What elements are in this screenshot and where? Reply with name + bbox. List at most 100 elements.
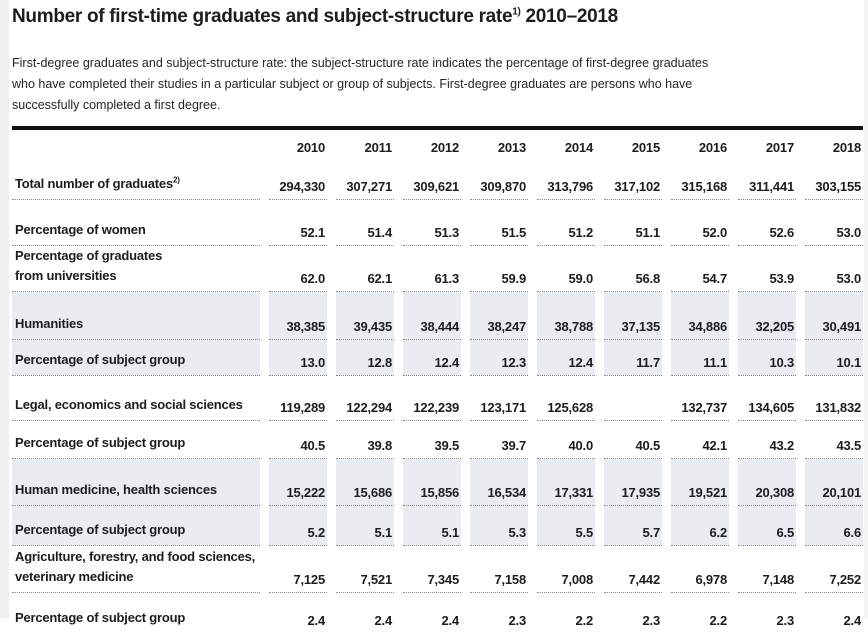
value-cell: 5.1 bbox=[403, 506, 461, 546]
value-cell: 34,886 bbox=[671, 292, 729, 340]
value-cell: 12.4 bbox=[537, 340, 595, 376]
year-column-header: 2015 bbox=[631, 140, 660, 155]
value-cell: 12.4 bbox=[403, 340, 461, 376]
value-cell: 7,521 bbox=[336, 546, 394, 593]
value-cell: 17,935 bbox=[604, 459, 662, 506]
value-cell: 303,155 bbox=[805, 160, 863, 200]
value-cell: 307,271 bbox=[336, 160, 394, 200]
value-cell: 11.1 bbox=[671, 340, 729, 376]
value-cell: 59.9 bbox=[470, 246, 528, 292]
value-cell: 40.5 bbox=[604, 421, 662, 459]
value-cell: 13.0 bbox=[269, 340, 327, 376]
row-footnote-marker: 2) bbox=[173, 175, 180, 185]
value-cell: 122,239 bbox=[403, 376, 461, 421]
table-row: Percentage of subject group 40.5 39.8 39.5 3… bbox=[12, 421, 863, 459]
value-cell: 7,252 bbox=[805, 546, 863, 593]
year-column-header: 2014 bbox=[564, 140, 593, 155]
year-column-header: 2018 bbox=[832, 140, 861, 155]
description-line: First-degree graduates and subject-struc… bbox=[12, 56, 709, 70]
value-cell: 52.1 bbox=[269, 200, 327, 246]
row-label: Percentage of women bbox=[12, 200, 260, 246]
value-cell: 53.9 bbox=[738, 246, 796, 292]
value-cell: 6.2 bbox=[671, 506, 729, 546]
description-line: who have completed their studies in a pa… bbox=[12, 77, 693, 91]
value-cell: 16,534 bbox=[470, 459, 528, 506]
value-cell: 15,856 bbox=[403, 459, 461, 506]
value-cell: 59.0 bbox=[537, 246, 595, 292]
page-title-years: 2010–2018 bbox=[520, 6, 619, 27]
value-cell: 15,686 bbox=[336, 459, 394, 506]
page-title-text: Number of first-time graduates and subje… bbox=[12, 6, 513, 27]
value-cell: 54.7 bbox=[671, 246, 729, 292]
value-cell: 294,330 bbox=[269, 160, 327, 200]
value-cell: 51.4 bbox=[336, 200, 394, 246]
value-cell: 10.1 bbox=[805, 340, 863, 376]
table-row: Percentage of subject group 2.4 2.4 2.4 2.3 2… bbox=[12, 593, 863, 633]
value-cell: 61.3 bbox=[403, 246, 461, 292]
table-row: Percentage of women 52.1 51.4 51.3 51.5 51.2 5… bbox=[12, 200, 863, 246]
page-left-edge bbox=[0, 0, 9, 618]
value-cell: 53.0 bbox=[805, 246, 863, 292]
value-cell: 5.7 bbox=[604, 506, 662, 546]
table-row: Humanities 38,385 39,435 38,444 38,247 38,788… bbox=[12, 292, 863, 340]
value-cell: 43.2 bbox=[738, 421, 796, 459]
value-cell: 7,148 bbox=[738, 546, 796, 593]
value-cell: 134,605 bbox=[738, 376, 796, 421]
row-label: Total number of graduates2) bbox=[12, 160, 260, 200]
value-cell: 5.1 bbox=[336, 506, 394, 546]
table-row: Percentage of subject group 13.0 12.8 12.4 1… bbox=[12, 340, 863, 376]
value-cell: 131,832 bbox=[805, 376, 863, 421]
value-cell: 10.3 bbox=[738, 340, 796, 376]
year-column-header: 2016 bbox=[698, 140, 727, 155]
year-column-header: 2011 bbox=[364, 140, 393, 155]
value-cell: 2.3 bbox=[642, 613, 661, 628]
label-column-header bbox=[12, 130, 260, 160]
value-cell: 42.1 bbox=[671, 421, 729, 459]
title-footnote-marker: 1) bbox=[512, 6, 521, 18]
value-cell: 52.0 bbox=[671, 200, 729, 246]
value-cell: 119,289 bbox=[269, 376, 327, 421]
value-cell: 5.5 bbox=[537, 506, 595, 546]
value-cell: 12.3 bbox=[470, 340, 528, 376]
value-cell: 5.3 bbox=[470, 506, 528, 546]
value-cell: 32,205 bbox=[738, 292, 796, 340]
value-cell: 37,135 bbox=[604, 292, 662, 340]
page-title: Number of first-time graduates and subje… bbox=[12, 5, 863, 28]
value-cell: 20,101 bbox=[805, 459, 863, 506]
value-cell: 62.1 bbox=[336, 246, 394, 292]
value-cell: 51.2 bbox=[537, 200, 595, 246]
value-cell: 125,628 bbox=[537, 376, 595, 421]
value-cell: 40.5 bbox=[269, 421, 327, 459]
value-cell: 2.3 bbox=[776, 613, 795, 628]
year-column-header: 2017 bbox=[765, 140, 794, 155]
value-cell: 315,168 bbox=[671, 160, 729, 200]
value-cell: 6.6 bbox=[805, 506, 863, 546]
value-cell: 15,222 bbox=[269, 459, 327, 506]
value-cell: 40.0 bbox=[537, 421, 595, 459]
value-cell: 52.6 bbox=[738, 200, 796, 246]
value-cell: 2.2 bbox=[709, 613, 728, 628]
table-row: Agriculture, forestry, and food sciences… bbox=[12, 546, 863, 593]
stats-table-body: Total number of graduates2) 294,330 307,27… bbox=[12, 160, 863, 633]
value-cell: 7,345 bbox=[403, 546, 461, 593]
row-label: Humanities bbox=[12, 292, 260, 340]
table-row: Total number of graduates2) 294,330 307,27… bbox=[12, 160, 863, 200]
value-cell: 39,435 bbox=[336, 292, 394, 340]
value-cell: 7,158 bbox=[470, 546, 528, 593]
value-cell: 5.2 bbox=[269, 506, 327, 546]
value-cell: 7,125 bbox=[269, 546, 327, 593]
value-cell: 309,870 bbox=[470, 160, 528, 200]
value-cell: 7,442 bbox=[604, 546, 662, 593]
row-label: Legal, economics and social sciences bbox=[12, 376, 260, 421]
page-right-edge bbox=[864, 0, 868, 618]
stats-table: 2010 2011 2012 2013 2014 2015 2016 2017 2018 Tot… bbox=[3, 130, 868, 633]
value-cell: 6.5 bbox=[738, 506, 796, 546]
value-cell: 317,102 bbox=[604, 160, 662, 200]
row-label: Percentage of subject group bbox=[15, 610, 186, 625]
value-cell: 19,521 bbox=[671, 459, 729, 506]
value-cell: 123,171 bbox=[470, 376, 528, 421]
value-cell: 39.5 bbox=[403, 421, 461, 459]
value-cell: 39.8 bbox=[336, 421, 394, 459]
value-cell: 43.5 bbox=[805, 421, 863, 459]
